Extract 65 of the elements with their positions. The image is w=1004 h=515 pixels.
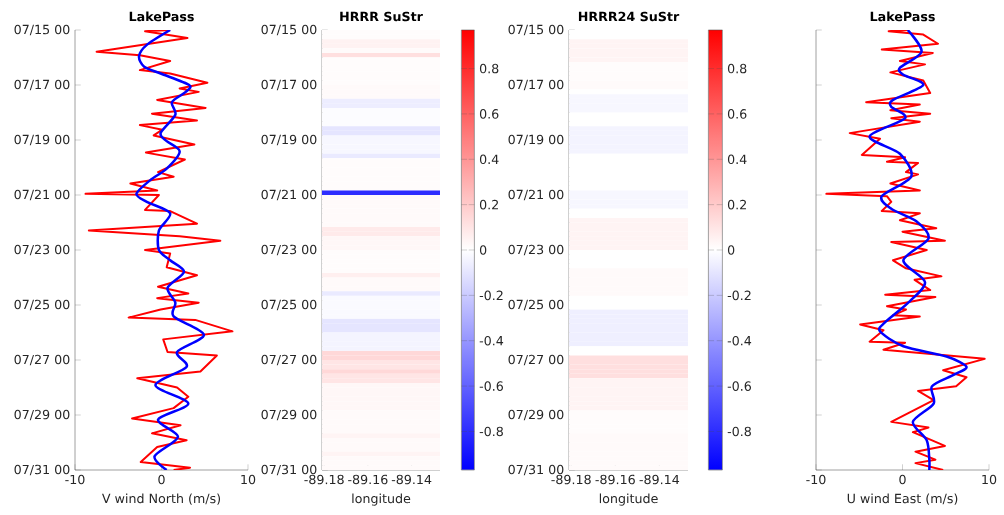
color-bar-label: -0.6 <box>479 381 504 391</box>
x-tick-label: 10 <box>241 474 256 485</box>
color-bar-label: 0.2 <box>727 199 746 210</box>
y-tick-label: 07/29 00 <box>14 409 70 421</box>
color-bar-label: 0.4 <box>479 154 499 165</box>
color-bar-label: 0.6 <box>727 109 747 119</box>
x-tick-label: -89.14 <box>639 474 680 485</box>
y-tick-label: 07/25 00 <box>261 299 317 311</box>
y-tick-label: 07/15 00 <box>261 24 317 36</box>
x-tick-label: -89.18 <box>304 474 344 485</box>
color-bar-label: -0.6 <box>727 381 752 391</box>
x-tick-label: -10 <box>806 474 826 485</box>
chart-title: LakePass <box>129 11 194 22</box>
y-tick-label: 07/21 00 <box>14 189 70 201</box>
color-bar-label: -0.2 <box>479 290 503 301</box>
chart-title: LakePass <box>870 11 935 22</box>
x-axis-title: longitude <box>599 493 658 506</box>
y-tick-label: 07/27 00 <box>261 354 317 366</box>
x-tick-label: -89.16 <box>595 474 635 485</box>
chart-title: HRRR24 SuStr <box>578 11 680 22</box>
y-tick-label: 07/29 00 <box>508 409 564 421</box>
y-tick-label: 07/21 00 <box>508 189 564 201</box>
x-tick-label: 0 <box>158 474 165 485</box>
y-tick-label: 07/17 00 <box>261 79 317 91</box>
color-bar-label: 0.8 <box>479 63 499 74</box>
x-axis-title: V wind North (m/s) <box>102 493 221 505</box>
color-bar-label: 0.4 <box>727 154 747 165</box>
x-axis-title: U wind East (m/s) <box>847 493 958 505</box>
x-axis-title: longitude <box>352 493 411 506</box>
y-tick-label: 07/31 00 <box>261 464 317 476</box>
y-tick-label: 07/29 00 <box>261 409 317 421</box>
y-tick-label: 07/23 00 <box>14 244 70 256</box>
x-tick-label: 10 <box>982 474 997 485</box>
color-bar-label: -0.2 <box>727 290 751 301</box>
color-bar-label: 0.8 <box>727 63 747 74</box>
y-tick-label: 07/19 00 <box>14 134 70 146</box>
x-tick-label: 0 <box>899 474 906 485</box>
x-tick-label: -89.16 <box>348 474 388 485</box>
color-bar-label: -0.4 <box>479 335 504 346</box>
y-tick-label: 07/31 00 <box>508 464 564 476</box>
color-bar-label: 0 <box>727 245 735 255</box>
y-tick-label: 07/19 00 <box>508 134 564 146</box>
y-tick-label: 07/21 00 <box>261 189 317 201</box>
color-bar-label: 0 <box>479 245 487 255</box>
y-tick-label: 07/27 00 <box>508 354 564 366</box>
y-tick-label: 07/23 00 <box>508 244 564 256</box>
y-tick-label: 07/15 00 <box>14 24 70 36</box>
y-tick-label: 07/17 00 <box>508 79 564 91</box>
x-tick-label: -89.14 <box>391 474 432 485</box>
y-tick-label: 07/17 00 <box>14 79 70 91</box>
y-tick-label: 07/25 00 <box>508 299 564 311</box>
color-bar-label: -0.8 <box>727 426 751 437</box>
y-tick-label: 07/31 00 <box>14 464 70 476</box>
x-tick-label: -89.18 <box>551 474 591 485</box>
chart-title: HRRR SuStr <box>340 11 423 22</box>
y-tick-label: 07/25 00 <box>14 299 70 311</box>
y-tick-label: 07/23 00 <box>261 244 317 256</box>
x-tick-label: -10 <box>65 474 85 485</box>
color-bar-label: -0.4 <box>727 335 752 346</box>
y-tick-label: 07/15 00 <box>508 24 564 36</box>
y-tick-label: 07/19 00 <box>261 134 317 146</box>
color-bar-label: 0.6 <box>479 109 499 119</box>
y-tick-label: 07/27 00 <box>14 354 70 366</box>
color-bar-label: -0.8 <box>479 426 503 437</box>
color-bar-label: 0.2 <box>479 199 498 210</box>
